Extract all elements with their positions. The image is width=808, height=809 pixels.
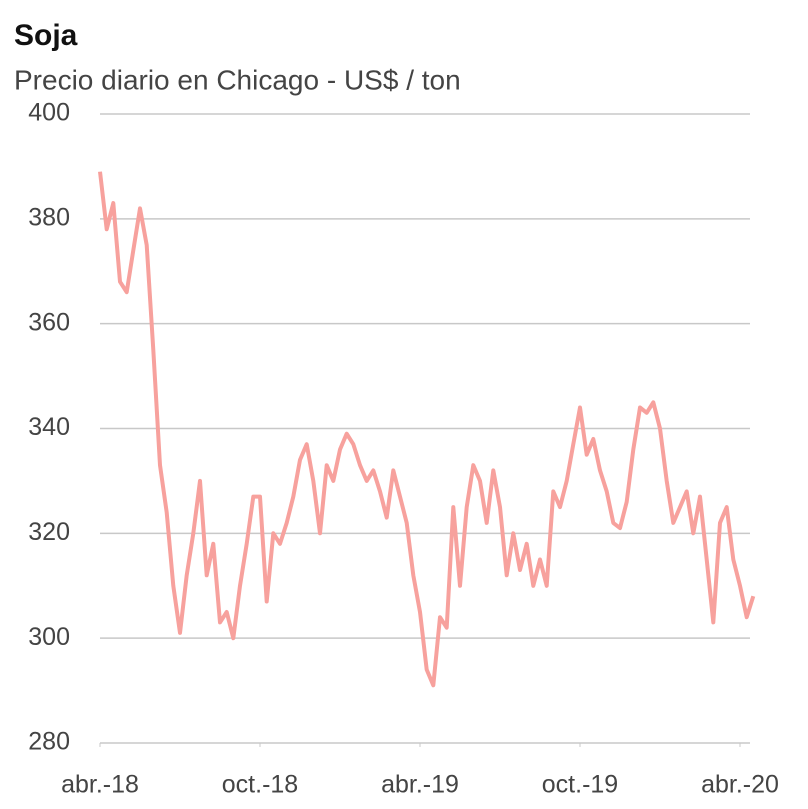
x-tick-label: oct.-18 bbox=[222, 771, 298, 799]
x-tick-label: abr.-20 bbox=[701, 771, 779, 799]
y-tick-label: 400 bbox=[28, 99, 70, 127]
chart-title: Soja bbox=[14, 19, 78, 52]
x-tick-label: abr.-18 bbox=[61, 771, 139, 799]
x-tick-label: abr.-19 bbox=[381, 771, 459, 799]
x-tick-label: oct.-19 bbox=[542, 771, 618, 799]
chart-subtitle: Precio diario en Chicago - US$ / ton bbox=[14, 64, 461, 95]
y-tick-label: 340 bbox=[28, 413, 70, 441]
y-tick-label: 380 bbox=[28, 203, 70, 231]
line-series bbox=[98, 171, 756, 688]
y-tick-label: 360 bbox=[28, 308, 70, 336]
y-tick-label: 280 bbox=[28, 728, 70, 756]
y-tick-label: 320 bbox=[28, 518, 70, 546]
y-tick-label: 300 bbox=[28, 623, 70, 651]
